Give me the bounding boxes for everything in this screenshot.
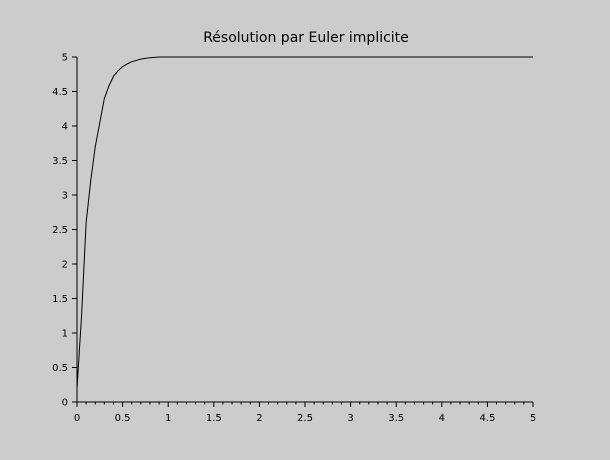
data-point: [305, 57, 306, 58]
data-point: [108, 85, 109, 86]
y-tick-label: 1.5: [52, 294, 68, 305]
chart-title: Résolution par Euler implicite: [203, 30, 409, 46]
y-tick-label: 3.5: [52, 156, 68, 167]
data-point: [90, 181, 91, 182]
data-point: [350, 57, 351, 58]
data-point: [113, 76, 114, 77]
y-tick-label: 4.5: [52, 87, 68, 98]
data-point: [487, 57, 488, 58]
y-tick-label: 0.5: [52, 363, 68, 374]
data-point: [131, 61, 132, 62]
data-point: [104, 98, 105, 99]
data-point: [159, 57, 160, 58]
data-point: [140, 59, 141, 60]
x-tick-label: 1: [165, 413, 171, 424]
axis-ticks: 0 0.5 1 1.5 2 2.5 3 3.5 4 4.5 5 0 0.5 1 1.5 2 2.5 3 3.5 4 4.…: [52, 53, 536, 425]
y-tick-label: 5: [62, 53, 68, 64]
y-tick-label: 2: [62, 260, 68, 271]
data-point: [168, 57, 169, 58]
data-point: [441, 57, 442, 58]
data-point: [396, 57, 397, 58]
data-point: [99, 122, 100, 123]
x-tick-label: 4: [439, 413, 445, 424]
data-point: [86, 222, 87, 223]
data-point: [122, 66, 123, 67]
x-tick-label: 2.5: [297, 413, 313, 424]
data-point: [213, 57, 214, 58]
y-tick-label: 4: [62, 122, 68, 133]
x-tick-label: 2: [256, 413, 262, 424]
data-point: [127, 63, 128, 64]
x-tick-label: 0: [74, 413, 80, 424]
x-tick-label: 4.5: [479, 413, 495, 424]
data-point: [136, 60, 137, 61]
data-point: [81, 315, 82, 316]
data-point: [95, 146, 96, 147]
y-tick-label: 0: [62, 398, 68, 409]
data-point: [163, 57, 164, 58]
data-point: [533, 57, 534, 58]
x-tick-label: 3: [347, 413, 353, 424]
data-point: [145, 58, 146, 59]
data-point: [149, 57, 150, 58]
x-tick-label: 5: [530, 413, 536, 424]
data-point: [118, 70, 119, 71]
series-layer: [76, 56, 534, 389]
x-tick-label: 0.5: [115, 413, 131, 424]
y-tick-label: 2.5: [52, 225, 68, 236]
x-tick-label: 3.5: [388, 413, 404, 424]
axes: [76, 57, 533, 403]
data-point: [259, 57, 260, 58]
series-line: [76, 56, 533, 389]
y-tick-label: 3: [62, 191, 68, 202]
data-point: [77, 388, 78, 389]
x-tick-label: 1.5: [206, 413, 222, 424]
y-tick-label: 1: [62, 329, 68, 340]
data-point: [154, 57, 155, 58]
